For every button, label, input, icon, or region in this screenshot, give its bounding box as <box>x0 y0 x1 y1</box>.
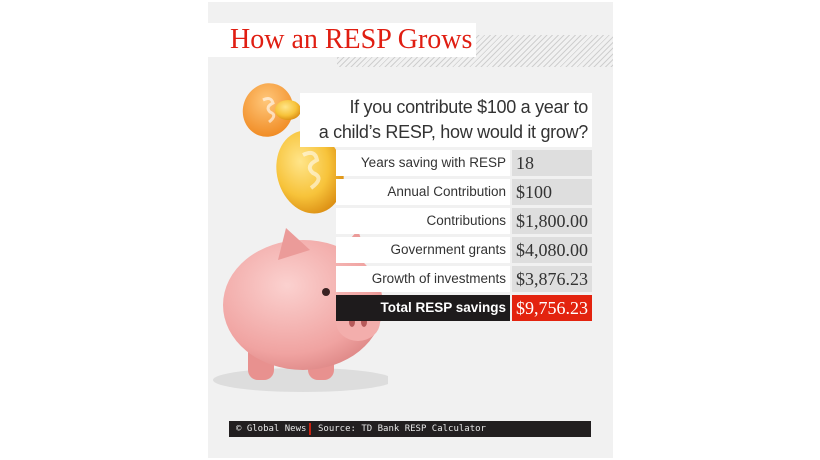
row-label: Contributions <box>336 208 510 234</box>
row-label: Years saving with RESP <box>336 150 510 176</box>
table-row: Growth of investments $3,876.23 <box>336 266 592 292</box>
row-label: Growth of investments <box>336 266 510 292</box>
row-value: $1,800.00 <box>512 208 592 234</box>
table-row: Annual Contribution $100 <box>336 179 592 205</box>
footer-bar: © Global News Source: TD Bank RESP Calcu… <box>229 421 591 437</box>
question-box: If you contribute $100 a year to a child… <box>300 93 592 147</box>
row-value: 18 <box>512 150 592 176</box>
coin-icon <box>275 100 301 120</box>
total-value: $9,756.23 <box>512 295 592 321</box>
title-box <box>208 23 476 57</box>
table-row: Government grants $4,080.00 <box>336 237 592 263</box>
row-value: $100 <box>512 179 592 205</box>
question-line: If you contribute $100 a year to <box>349 97 588 117</box>
row-label: Government grants <box>336 237 510 263</box>
table-row: Contributions $1,800.00 <box>336 208 592 234</box>
coin-icon <box>276 130 344 214</box>
footer-source: Source: TD Bank RESP Calculator <box>318 424 486 434</box>
total-label: Total RESP savings <box>336 295 510 321</box>
table-row: Years saving with RESP 18 <box>336 150 592 176</box>
footer-credit: © Global News <box>236 424 307 434</box>
coin-icon <box>242 83 294 137</box>
row-value: $4,080.00 <box>512 237 592 263</box>
row-value: $3,876.23 <box>512 266 592 292</box>
page-title: How an RESP Grows <box>230 24 473 55</box>
question-line: a child’s RESP, how would it grow? <box>318 122 589 142</box>
footer-separator <box>309 423 311 435</box>
row-label: Annual Contribution <box>336 179 510 205</box>
total-row: Total RESP savings $9,756.23 <box>336 295 592 321</box>
